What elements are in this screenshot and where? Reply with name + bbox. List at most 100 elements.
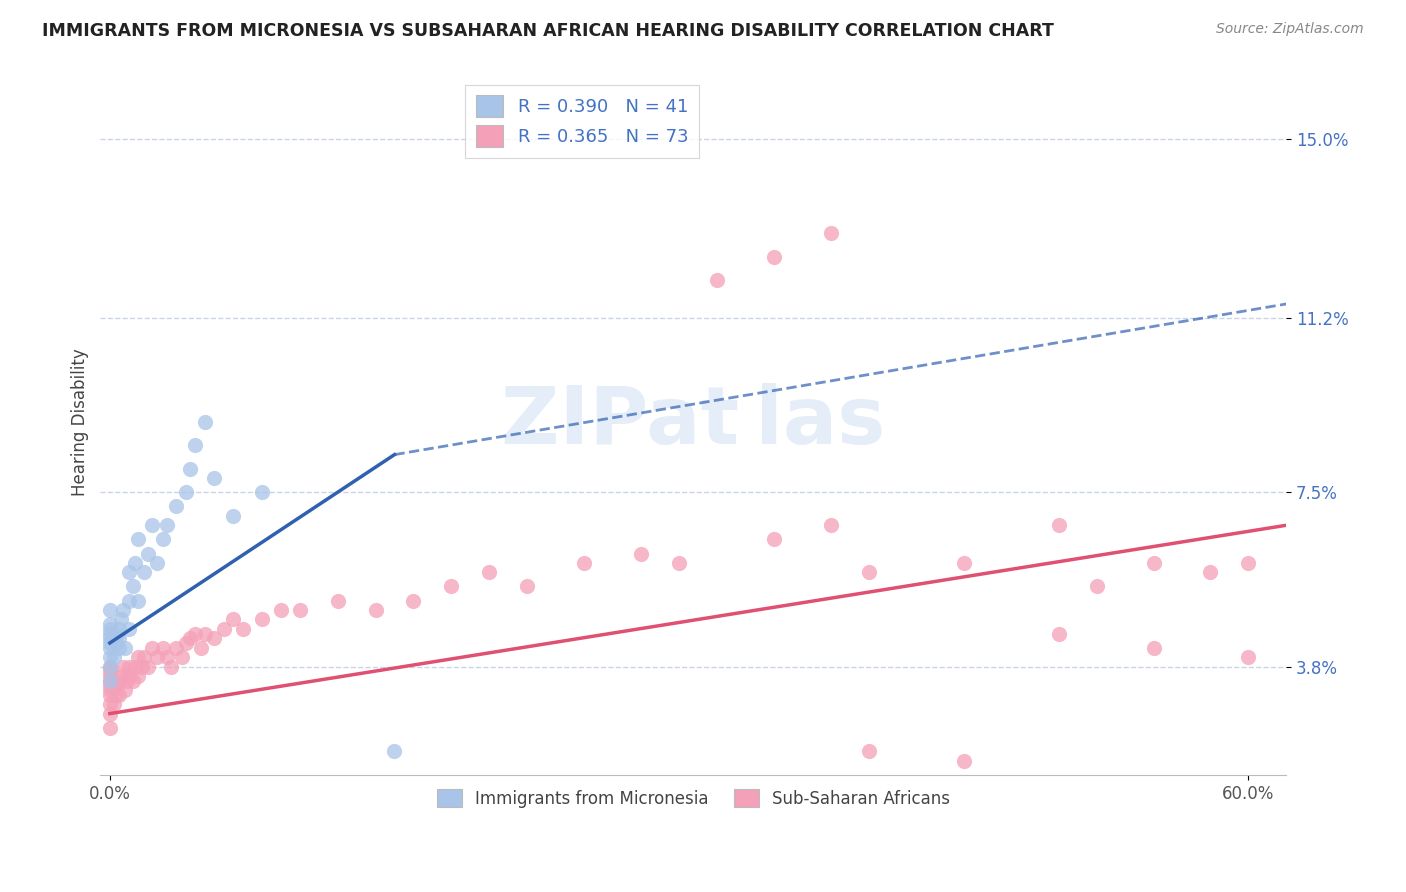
Point (98, 664, 121, 678)
Point (121, 579, 143, 593)
Point (1142, 556, 1164, 570)
Point (141, 518, 163, 533)
Point (194, 626, 217, 640)
Point (132, 566, 155, 580)
Point (98, 673, 121, 688)
Point (118, 659, 141, 673)
Point (156, 650, 179, 665)
Text: IMMIGRANTS FROM MICRONESIA VS SUBSAHARAN AFRICAN HEARING DISABILITY CORRELATION : IMMIGRANTS FROM MICRONESIA VS SUBSAHARAN… (42, 22, 1054, 40)
Point (184, 438, 207, 452)
Point (202, 471, 225, 485)
Point (127, 650, 149, 665)
Point (152, 533, 174, 547)
Point (156, 518, 179, 533)
Point (174, 636, 197, 650)
Point (440, 579, 463, 593)
Point (98, 617, 121, 632)
Point (174, 485, 197, 500)
Point (516, 579, 538, 593)
Point (98, 622, 121, 636)
Point (165, 500, 187, 514)
Point (98, 683, 121, 698)
Point (194, 415, 217, 429)
Point (165, 640, 187, 655)
Point (104, 688, 127, 702)
Point (212, 622, 235, 636)
Point (152, 640, 174, 655)
Point (108, 673, 131, 688)
Point (103, 697, 125, 711)
Point (110, 612, 132, 626)
Point (98, 632, 121, 646)
Point (136, 547, 159, 561)
Point (288, 603, 311, 617)
Point (202, 632, 225, 646)
Point (98, 721, 121, 735)
Y-axis label: Hearing Disability: Hearing Disability (72, 348, 89, 496)
Point (762, 533, 785, 547)
Point (146, 650, 169, 665)
Point (222, 508, 245, 523)
Point (250, 612, 273, 626)
Point (1047, 626, 1070, 640)
Point (820, 227, 842, 241)
Point (170, 650, 193, 665)
Point (98, 650, 121, 665)
Point (98, 706, 121, 721)
Point (132, 650, 155, 665)
Point (98, 673, 121, 688)
Point (1237, 650, 1260, 665)
Point (222, 612, 245, 626)
Point (141, 640, 163, 655)
Text: Source: ZipAtlas.com: Source: ZipAtlas.com (1216, 22, 1364, 37)
Point (112, 603, 135, 617)
Point (118, 669, 141, 683)
Point (108, 632, 131, 646)
Point (146, 556, 169, 570)
Point (98, 659, 121, 673)
Point (190, 640, 212, 655)
Point (668, 556, 690, 570)
Point (115, 673, 138, 688)
Point (1142, 640, 1164, 655)
Point (1199, 566, 1222, 580)
Point (1047, 518, 1070, 533)
Point (127, 533, 149, 547)
Point (762, 250, 785, 264)
Legend: Immigrants from Micronesia, Sub-Saharan Africans: Immigrants from Micronesia, Sub-Saharan … (429, 781, 959, 816)
Point (118, 593, 141, 607)
Point (184, 626, 207, 640)
Point (858, 566, 880, 580)
Point (107, 626, 129, 640)
Point (326, 593, 349, 607)
Point (98, 697, 121, 711)
Point (1237, 556, 1260, 570)
Point (98, 659, 121, 673)
Point (159, 659, 181, 673)
Text: ZIPat las: ZIPat las (501, 383, 886, 460)
Point (127, 669, 149, 683)
Point (136, 659, 159, 673)
Point (124, 659, 146, 673)
Point (114, 683, 136, 698)
Point (384, 744, 406, 758)
Point (1085, 579, 1108, 593)
Point (478, 566, 501, 580)
Point (179, 632, 201, 646)
Point (108, 640, 131, 655)
Point (98, 669, 121, 683)
Point (706, 273, 728, 287)
Point (121, 673, 143, 688)
Point (103, 650, 125, 665)
Point (108, 688, 131, 702)
Point (110, 669, 132, 683)
Point (124, 556, 146, 570)
Point (98, 678, 121, 692)
Point (858, 744, 880, 758)
Point (98, 688, 121, 702)
Point (108, 622, 131, 636)
Point (820, 518, 842, 533)
Point (402, 593, 425, 607)
Point (98, 636, 121, 650)
Point (112, 659, 135, 673)
